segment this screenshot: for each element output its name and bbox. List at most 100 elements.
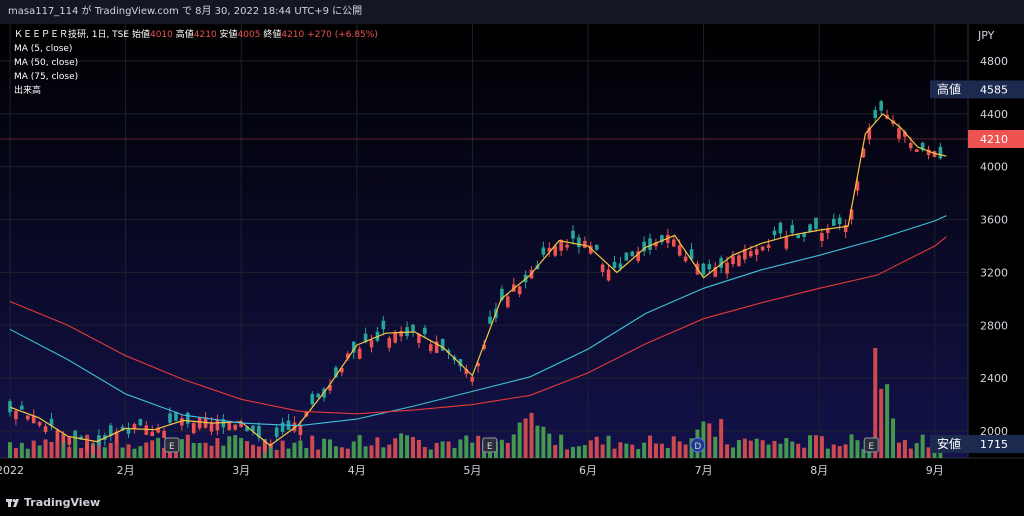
top-bar: masa117_114 が TradingView.com で 8月 30, 2… xyxy=(0,0,1024,24)
y-tick-label: 4400 xyxy=(980,108,1008,121)
candle-body xyxy=(932,151,937,157)
volume-bar xyxy=(215,438,220,458)
volume-bar xyxy=(298,440,303,458)
event-marker-label: E xyxy=(169,442,175,452)
volume-bar xyxy=(891,418,896,458)
volume-bar xyxy=(393,438,398,458)
volume-bar xyxy=(67,447,72,458)
volume-bar xyxy=(582,445,587,458)
x-tick-label: 3月 xyxy=(232,464,250,477)
candle-body xyxy=(417,333,421,344)
candle-body xyxy=(897,128,901,139)
candle-body xyxy=(648,238,652,250)
candle-body xyxy=(209,422,214,432)
publish-attribution: masa117_114 が TradingView.com で 8月 30, 2… xyxy=(8,6,363,17)
candle-body xyxy=(132,424,137,429)
volume-bar xyxy=(351,441,356,458)
volume-bar xyxy=(636,449,641,458)
candle-body xyxy=(351,341,356,353)
volume-bar xyxy=(280,440,285,458)
x-tick-label: 2月 xyxy=(117,464,135,477)
candle-body xyxy=(428,344,433,351)
candle-body xyxy=(914,149,919,153)
indicator-ma5[interactable]: MA (5, close) xyxy=(14,44,73,54)
candle-body xyxy=(725,262,729,274)
candle-body xyxy=(760,246,765,251)
x-tick-label: 9月 xyxy=(926,464,944,477)
chart-frame[interactable]: 4800 4400 4000 3600 3200 2800 2400 2000 JPY 2022 2… xyxy=(0,24,1024,490)
volume-bar xyxy=(618,442,623,458)
candle-body xyxy=(221,419,226,428)
volume-bar xyxy=(144,442,149,458)
candle-body xyxy=(357,348,362,359)
candle-body xyxy=(470,376,475,382)
volume-bar xyxy=(808,435,813,458)
candle-body xyxy=(618,263,623,269)
candle-body xyxy=(808,224,812,232)
volume-bar xyxy=(630,444,635,458)
y-tick-label: 3200 xyxy=(980,266,1008,279)
volume-bar xyxy=(399,433,404,458)
volume-bar xyxy=(31,440,36,458)
volume-bar xyxy=(535,425,540,458)
volume-bar xyxy=(369,445,374,458)
currency-label: JPY xyxy=(977,29,995,42)
candle-body xyxy=(642,241,646,252)
candle-body xyxy=(594,244,599,250)
candle-body xyxy=(49,418,54,426)
candle-body xyxy=(263,440,267,452)
brand-name[interactable]: TradingView xyxy=(24,496,101,509)
candle-body xyxy=(346,353,350,359)
volume-bar xyxy=(357,435,362,458)
volume-bar xyxy=(55,439,60,458)
candle-body xyxy=(150,431,155,437)
price-chart[interactable]: 4800 4400 4000 3600 3200 2800 2400 2000 JPY 2022 2… xyxy=(0,24,1024,490)
candle-body xyxy=(541,247,546,255)
volume-bar xyxy=(322,438,327,458)
event-marker-label: E xyxy=(487,442,493,452)
candle-body xyxy=(826,229,830,233)
candle-body xyxy=(790,225,795,233)
volume-bar xyxy=(434,442,439,458)
volume-bar xyxy=(239,438,244,458)
volume-bar xyxy=(209,445,214,458)
candle-body xyxy=(43,426,48,432)
volume-bar xyxy=(310,435,315,458)
candle-body xyxy=(606,269,611,281)
candle-body xyxy=(719,258,723,268)
candle-body xyxy=(8,401,12,413)
volume-bar xyxy=(517,422,522,458)
indicator-volume[interactable]: 出来高 xyxy=(14,86,42,96)
volume-bar xyxy=(345,448,350,458)
symbol-line[interactable]: ＫＥＥＰＥＲ技研, 1日, TSE 始値4010 高値4210 安値4005 終… xyxy=(14,28,378,42)
volume-bar xyxy=(873,348,878,458)
candle-body xyxy=(239,421,243,428)
candle-body xyxy=(464,369,469,375)
candle-body xyxy=(67,437,72,445)
volume-bar xyxy=(831,444,836,458)
volume-bar xyxy=(813,435,818,458)
ma50-line xyxy=(9,215,947,427)
tradingview-logo-icon[interactable] xyxy=(6,496,20,510)
volume-bar xyxy=(316,449,321,458)
indicator-ma50[interactable]: MA (50, close) xyxy=(14,58,79,68)
volume-bar xyxy=(410,437,415,458)
volume-bar xyxy=(624,443,629,458)
volume-bar xyxy=(19,442,24,458)
candle-body xyxy=(292,422,297,432)
volume-bar xyxy=(719,419,724,458)
candle-body xyxy=(55,430,60,440)
volume-bar xyxy=(736,440,741,458)
volume-bar xyxy=(73,434,78,458)
candle-body xyxy=(458,359,463,367)
x-tick-label: 6月 xyxy=(579,464,597,477)
indicator-ma75[interactable]: MA (75, close) xyxy=(14,72,79,82)
volume-bar xyxy=(701,421,706,458)
high-value: 4210 xyxy=(193,30,217,40)
volume-bar xyxy=(796,443,801,458)
candle-body xyxy=(381,320,386,330)
candle-body xyxy=(701,263,706,275)
earnings-marker-icon xyxy=(164,437,180,453)
candle-body xyxy=(180,418,184,426)
volume-bar xyxy=(825,448,830,458)
